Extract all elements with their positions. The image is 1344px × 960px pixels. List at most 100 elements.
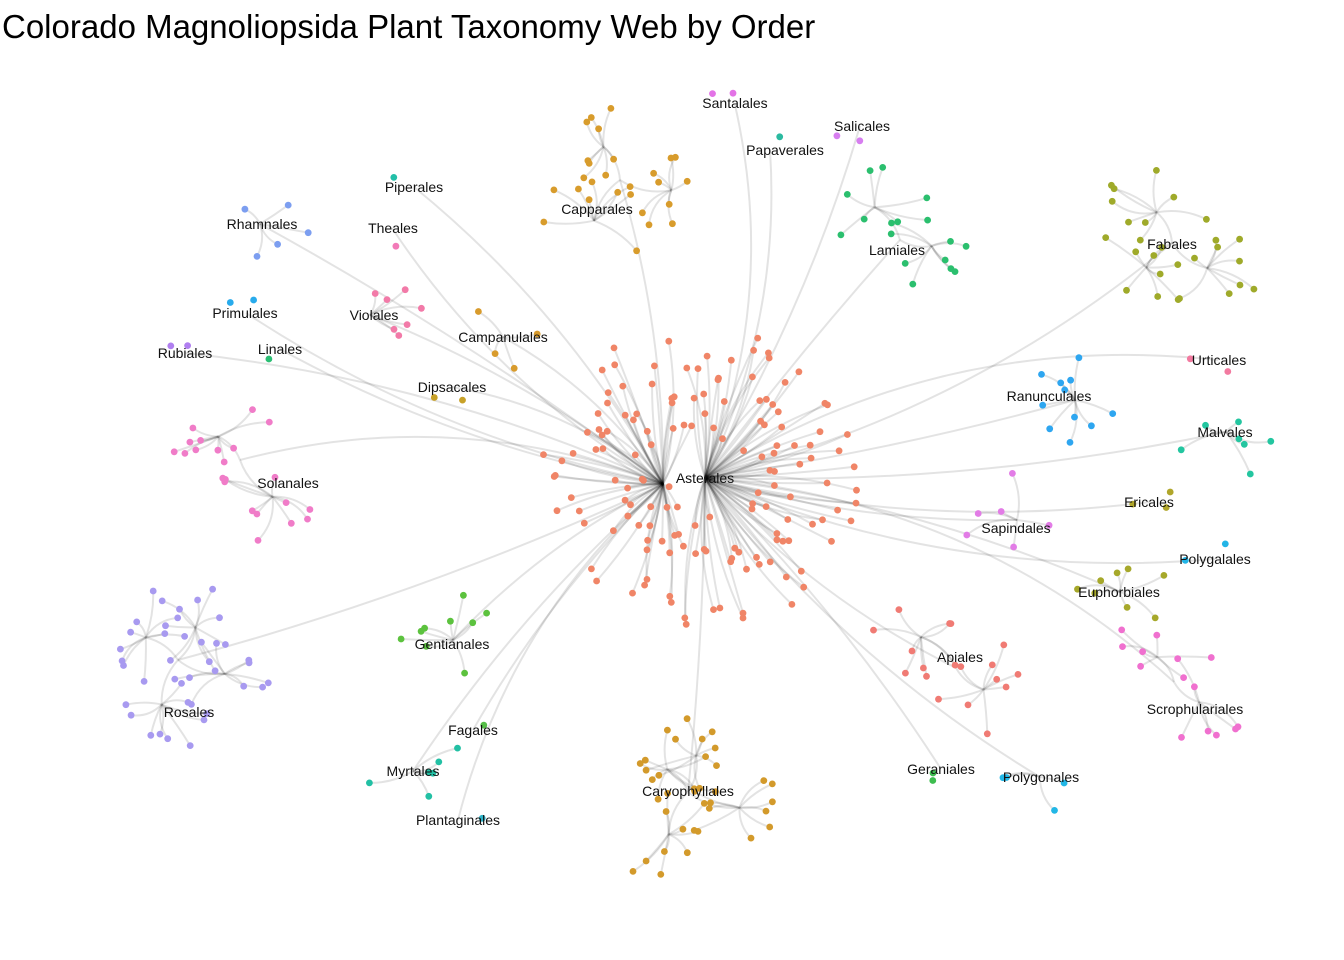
asterales-species-node — [592, 446, 600, 453]
edge-caryophyllales-branch — [687, 755, 698, 793]
fabales-species-node — [1170, 193, 1178, 201]
caryophyllales-species-node — [648, 776, 656, 783]
edge-asterales-member — [684, 477, 706, 625]
theales-species-node — [392, 242, 400, 250]
edge-rosales-member — [161, 703, 207, 715]
edge-asterales-member — [704, 477, 748, 570]
edge-asterales-member — [703, 477, 706, 550]
nodes-layer — [117, 89, 1275, 878]
edge-asterales-member — [704, 477, 813, 526]
fabales-species-node — [1236, 235, 1243, 243]
edge-lamiales-member — [874, 196, 928, 209]
asterales-species-node — [633, 410, 641, 418]
edge-solanales-member — [272, 495, 311, 511]
asterales-species-node — [795, 368, 803, 376]
edge-asterales-member — [704, 356, 711, 479]
edge-fabales-member — [1156, 209, 1207, 221]
rosales-species-node — [176, 605, 183, 613]
edge-scrophulariales-member — [1198, 701, 1239, 728]
sapindales-label: Sapindales — [981, 520, 1050, 536]
asterales-species-node — [731, 544, 739, 552]
apiales-species-node — [923, 672, 930, 680]
asterales-species-node — [756, 397, 764, 404]
asterales-species-node — [666, 592, 674, 600]
edge-asterales-member — [571, 483, 664, 499]
capparales-species-node — [540, 218, 548, 226]
edge-violales-member — [369, 305, 422, 316]
asterales-species-node — [773, 442, 781, 449]
edge-asterales-member — [613, 364, 664, 485]
edge-rosales-member — [160, 703, 192, 747]
campanulales-species-node — [510, 364, 518, 372]
asterales-species-node — [700, 546, 708, 553]
sapindales-species-node — [974, 510, 982, 517]
asterales-species-node — [824, 401, 831, 409]
edge-ranunculales-member — [1069, 399, 1078, 443]
asterales-species-node — [682, 620, 690, 628]
rosales-species-node — [161, 630, 169, 637]
edge-asterales-member — [704, 477, 732, 562]
asterales-species-node — [643, 576, 651, 583]
caryophyllales-species-node — [698, 735, 706, 743]
edge-rosales-branch — [177, 627, 197, 661]
edge-violales-member — [369, 288, 406, 316]
asterales-species-node — [598, 431, 606, 439]
santalales-label: Santalales — [702, 95, 767, 111]
asterales-species-node — [748, 505, 756, 513]
edge-apiales-member — [982, 689, 989, 734]
edge-asterales-member — [606, 402, 664, 485]
piperales-label: Piperales — [385, 179, 443, 195]
edge-asterales-member — [704, 477, 791, 498]
edge-asterales-member — [595, 483, 664, 582]
rosales-species-node — [186, 742, 194, 749]
edge-scrophulariales-branch — [1173, 681, 1200, 704]
edge-capparales-member — [553, 188, 595, 222]
asterales-species-node — [828, 537, 835, 545]
edge-asterales-member — [704, 477, 803, 572]
edge-asterales-member — [555, 474, 664, 486]
caryophyllales-species-node — [768, 780, 776, 788]
edge-asterales-member — [704, 469, 771, 479]
asterales-species-node — [847, 517, 855, 525]
edge-asterales-member — [601, 369, 664, 485]
edge-sapindales-to-hub — [704, 477, 1018, 522]
rhamnales-species-node — [304, 229, 312, 237]
sapindales-species-node — [1009, 470, 1016, 477]
edge-caryophyllales-member — [658, 754, 697, 777]
fabales-species-node — [1236, 257, 1243, 265]
solanales-species-node — [181, 450, 189, 457]
edge-rosales-branch — [177, 659, 225, 676]
asterales-species-node — [719, 435, 726, 443]
scrophulariales-species-node — [1137, 662, 1144, 670]
edge-asterales-member — [704, 477, 832, 543]
ranunculales-species-node — [1071, 413, 1078, 421]
asterales-species-node — [621, 496, 629, 504]
asterales-species-node — [749, 373, 756, 381]
lamiales-species-node — [947, 238, 954, 245]
edge-rosales-branch — [145, 636, 179, 661]
theales-label: Theales — [368, 220, 418, 236]
edge-asterales-member — [704, 477, 771, 563]
edge-asterales-member — [704, 420, 762, 479]
capparales-species-node — [655, 178, 662, 186]
apiales-species-node — [988, 661, 996, 669]
edge-asterales-member — [612, 483, 664, 532]
asterales-species-node — [558, 457, 566, 465]
edge-asterales-member — [614, 479, 664, 486]
rubiales-species-node — [184, 342, 192, 349]
lamiales-species-node — [843, 191, 851, 198]
edge-asterales-member — [662, 341, 675, 485]
capparales-species-node — [588, 178, 596, 186]
edge-asterales-member — [561, 459, 664, 485]
campanulales-species-node — [533, 330, 541, 338]
edge-euphorbiales-to-hub — [704, 477, 1121, 593]
edge-solanales-member — [173, 435, 219, 453]
edge-asterales-member — [704, 402, 826, 479]
edge-rubiales-to-hub — [184, 352, 664, 485]
capparales-species-node — [672, 153, 679, 161]
edge-rosales-member — [178, 608, 196, 629]
asterales-species-node — [667, 599, 675, 606]
rosales-species-node — [200, 716, 208, 724]
edge-capparales-branch — [619, 179, 672, 193]
edge-myrtales-member — [412, 747, 458, 772]
